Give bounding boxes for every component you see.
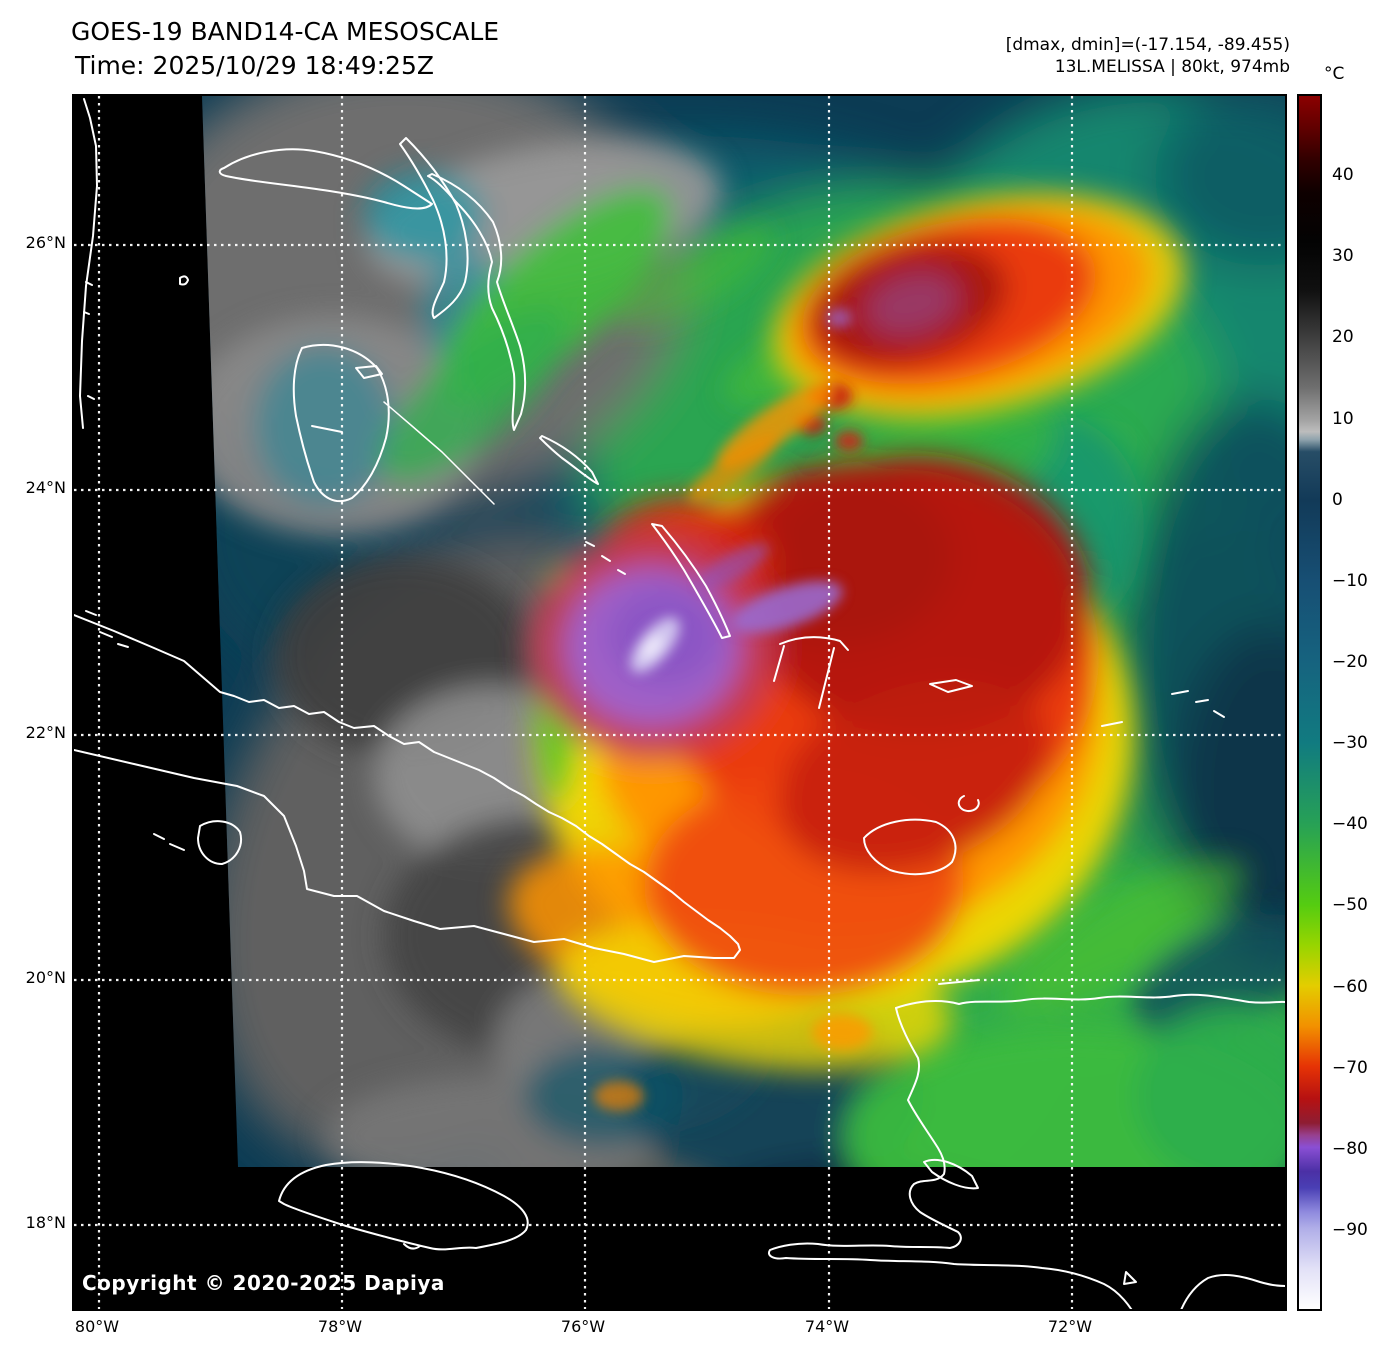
page-title: GOES-19 BAND14-CA MESOSCALE bbox=[71, 17, 500, 46]
lat-tick-label: 22°N bbox=[25, 723, 66, 742]
satellite-map[interactable]: Copyright © 2020-2025 Dapiya bbox=[72, 94, 1287, 1311]
lat-tick-label: 20°N bbox=[25, 968, 66, 987]
colorbar-tick: −50 bbox=[1332, 895, 1368, 915]
colorbar-tick: −10 bbox=[1332, 571, 1368, 591]
header-right: [dmax, dmin]=(-17.154, -89.455) 13L.MELI… bbox=[870, 34, 1290, 78]
colorbar-tick: −70 bbox=[1332, 1058, 1368, 1078]
data-sector bbox=[202, 96, 1285, 1167]
colorbar-unit-label: °C bbox=[1324, 64, 1345, 84]
colorbar-tick: 30 bbox=[1332, 246, 1354, 266]
lat-tick-label: 26°N bbox=[25, 233, 66, 252]
colorbar-tick: 0 bbox=[1332, 490, 1343, 510]
lat-tick-label: 24°N bbox=[25, 478, 66, 497]
lon-tick-label: 74°W bbox=[804, 1317, 850, 1336]
colorbar-tick: 40 bbox=[1332, 165, 1354, 185]
lat-lon-grid bbox=[74, 96, 1285, 1309]
colorbar-tick: −30 bbox=[1332, 733, 1368, 753]
colorbar-tick: 20 bbox=[1332, 327, 1354, 347]
colorbar-tick: −60 bbox=[1332, 977, 1368, 997]
colorbar-tick: −80 bbox=[1332, 1139, 1368, 1159]
range-info-label: [dmax, dmin]=(-17.154, -89.455) bbox=[1005, 35, 1290, 55]
storm-info-label: 13L.MELISSA | 80kt, 974mb bbox=[1054, 57, 1290, 77]
lon-tick-label: 76°W bbox=[560, 1317, 606, 1336]
lon-tick-label: 72°W bbox=[1047, 1317, 1093, 1336]
colorbar-tick: −20 bbox=[1332, 652, 1368, 672]
lon-tick-label: 80°W bbox=[74, 1317, 120, 1336]
temperature-colorbar bbox=[1297, 94, 1322, 1311]
colorbar-tick: −90 bbox=[1332, 1220, 1368, 1240]
colorbar-tick: 10 bbox=[1332, 409, 1354, 429]
coastlines bbox=[74, 98, 1285, 1309]
timestamp-label: Time: 2025/10/29 18:49:25Z bbox=[75, 51, 434, 80]
lon-tick-label: 78°W bbox=[317, 1317, 363, 1336]
satellite-imagery bbox=[74, 96, 1285, 1309]
colorbar-tick: −40 bbox=[1332, 814, 1368, 834]
copyright-label: Copyright © 2020-2025 Dapiya bbox=[82, 1271, 445, 1295]
lat-tick-label: 18°N bbox=[25, 1213, 66, 1232]
